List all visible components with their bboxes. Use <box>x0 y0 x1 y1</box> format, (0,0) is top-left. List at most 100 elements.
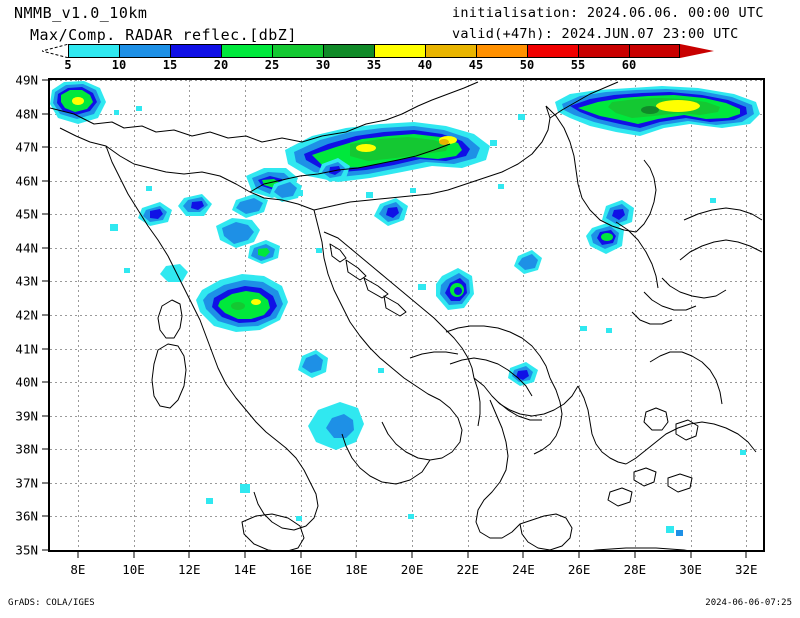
lon-label-12: 12E <box>177 562 201 577</box>
lat-tick-35 <box>42 549 48 551</box>
lon-label-24: 24E <box>512 562 535 577</box>
radar-echo-layer <box>50 81 760 536</box>
colorbar-tickmark <box>68 44 69 58</box>
lon-tick-10 <box>133 552 135 558</box>
colorbar-tick-50: 50 <box>519 58 535 72</box>
colorbar-tickmark <box>323 44 324 58</box>
lat-tick-44 <box>42 247 48 249</box>
lon-tick-14 <box>244 552 246 558</box>
radar-reflectivity-map[interactable] <box>48 78 765 552</box>
lat-tick-43 <box>42 280 48 282</box>
lat-label-36: 36N <box>15 508 38 524</box>
lat-tick-46 <box>42 180 48 182</box>
gridline-lat-45 <box>50 214 763 216</box>
colorbar-tick-45: 45 <box>468 58 484 72</box>
lon-label-28: 28E <box>623 562 647 577</box>
colorbar-swatches <box>68 44 680 58</box>
lat-tick-36 <box>42 515 48 517</box>
reflectivity-colorbar: 5 10 15 20 25 30 35 40 45 50 55 60 <box>42 44 714 72</box>
colorbar-tick-30: 30 <box>315 58 331 72</box>
colorbar-band-30 <box>323 44 374 58</box>
lat-tick-49 <box>42 79 48 81</box>
lat-label-46: 46N <box>15 173 38 189</box>
lon-tick-24 <box>522 552 524 558</box>
colorbar-tick-10: 10 <box>111 58 127 72</box>
gridline-lat-38 <box>50 449 763 451</box>
lon-tick-22 <box>467 552 469 558</box>
gridline-lat-44 <box>50 247 763 249</box>
colorbar-tickmark <box>374 44 375 58</box>
lat-tick-47 <box>42 146 48 148</box>
lat-label-47: 47N <box>15 139 38 155</box>
gridline-lat-36 <box>50 516 763 518</box>
colorbar-band-60 <box>629 44 680 58</box>
colorbar-tick-15: 15 <box>162 58 178 72</box>
lon-tick-8 <box>77 552 79 558</box>
colorbar-tickmark <box>272 44 273 58</box>
gridline-lat-46 <box>50 180 763 182</box>
lat-tick-42 <box>42 314 48 316</box>
lat-label-40: 40N <box>15 374 38 390</box>
coastline-paths <box>50 81 763 550</box>
lon-tick-20 <box>411 552 413 558</box>
gridline-lat-39 <box>50 415 763 417</box>
colorbar-tickmark <box>221 44 222 58</box>
colorbar-tick-20: 20 <box>213 58 229 72</box>
colorbar-tickmark <box>170 44 171 58</box>
lon-tick-32 <box>745 552 747 558</box>
lat-tick-48 <box>42 113 48 115</box>
colorbar-tick-labels: 5 10 15 20 25 30 35 40 45 50 55 60 <box>64 44 680 74</box>
map-canvas <box>50 80 763 550</box>
lat-tick-38 <box>42 448 48 450</box>
lat-label-42: 42N <box>15 307 38 323</box>
lon-tick-26 <box>578 552 580 558</box>
colorbar-under-range-cap <box>42 44 69 58</box>
colorbar-band-35 <box>374 44 425 58</box>
gridline-lat-42 <box>50 315 763 316</box>
lon-label-14: 14E <box>233 562 257 577</box>
gridline-lat-41 <box>50 348 763 350</box>
lon-label-22: 22E <box>456 562 480 577</box>
colorbar-tickmark <box>476 44 477 58</box>
grads-credit: GrADS: COLA/IGES <box>8 598 95 608</box>
lon-label-10: 10E <box>122 562 145 577</box>
colorbar-band-45 <box>476 44 527 58</box>
lat-label-41: 41N <box>15 341 38 357</box>
lat-label-44: 44N <box>15 240 38 256</box>
lon-tick-18 <box>355 552 357 558</box>
gridline-lat-37 <box>50 482 763 484</box>
lat-label-35: 35N <box>15 542 38 558</box>
colorbar-tickmark <box>119 44 120 58</box>
lat-tick-40 <box>42 381 48 383</box>
colorbar-band-40 <box>425 44 476 58</box>
colorbar-tick-40: 40 <box>417 58 433 72</box>
longitude-axis: 8E 10E 12E 14E 16E 18E 20E 22E 24E 26E 28E 30E 32E <box>48 552 765 580</box>
gridline-lat-48 <box>50 113 763 115</box>
lon-tick-28 <box>634 552 636 558</box>
lon-label-32: 32E <box>734 562 758 577</box>
lon-label-16: 16E <box>289 562 312 577</box>
gridline-lat-43 <box>50 281 763 283</box>
colorbar-tickmark <box>527 44 528 58</box>
lat-tick-45 <box>42 213 48 215</box>
lat-label-45: 45N <box>15 206 38 222</box>
colorbar-band-25 <box>272 44 323 58</box>
lon-label-8: 8E <box>70 562 86 577</box>
lat-label-39: 39N <box>15 408 38 424</box>
lon-label-20: 20E <box>400 562 424 577</box>
lon-label-30: 30E <box>679 562 702 577</box>
lat-label-48: 48N <box>15 106 38 122</box>
lat-tick-39 <box>42 415 48 417</box>
lat-label-37: 37N <box>15 475 38 491</box>
gridline-lat-35 <box>50 550 763 551</box>
map-geography-layer <box>50 81 763 550</box>
colorbar-band-15 <box>170 44 221 58</box>
colorbar-band-5 <box>68 44 119 58</box>
lon-label-18: 18E <box>345 562 368 577</box>
colorbar-over-range-cap <box>680 44 714 58</box>
valid-time: valid(+47h): 2024.JUN.07 23:00 UTC <box>452 26 739 42</box>
colorbar-tick-55: 55 <box>570 58 586 72</box>
colorbar-tickmark <box>578 44 579 58</box>
colorbar-tick-5: 5 <box>64 58 72 72</box>
lon-label-26: 26E <box>567 562 591 577</box>
